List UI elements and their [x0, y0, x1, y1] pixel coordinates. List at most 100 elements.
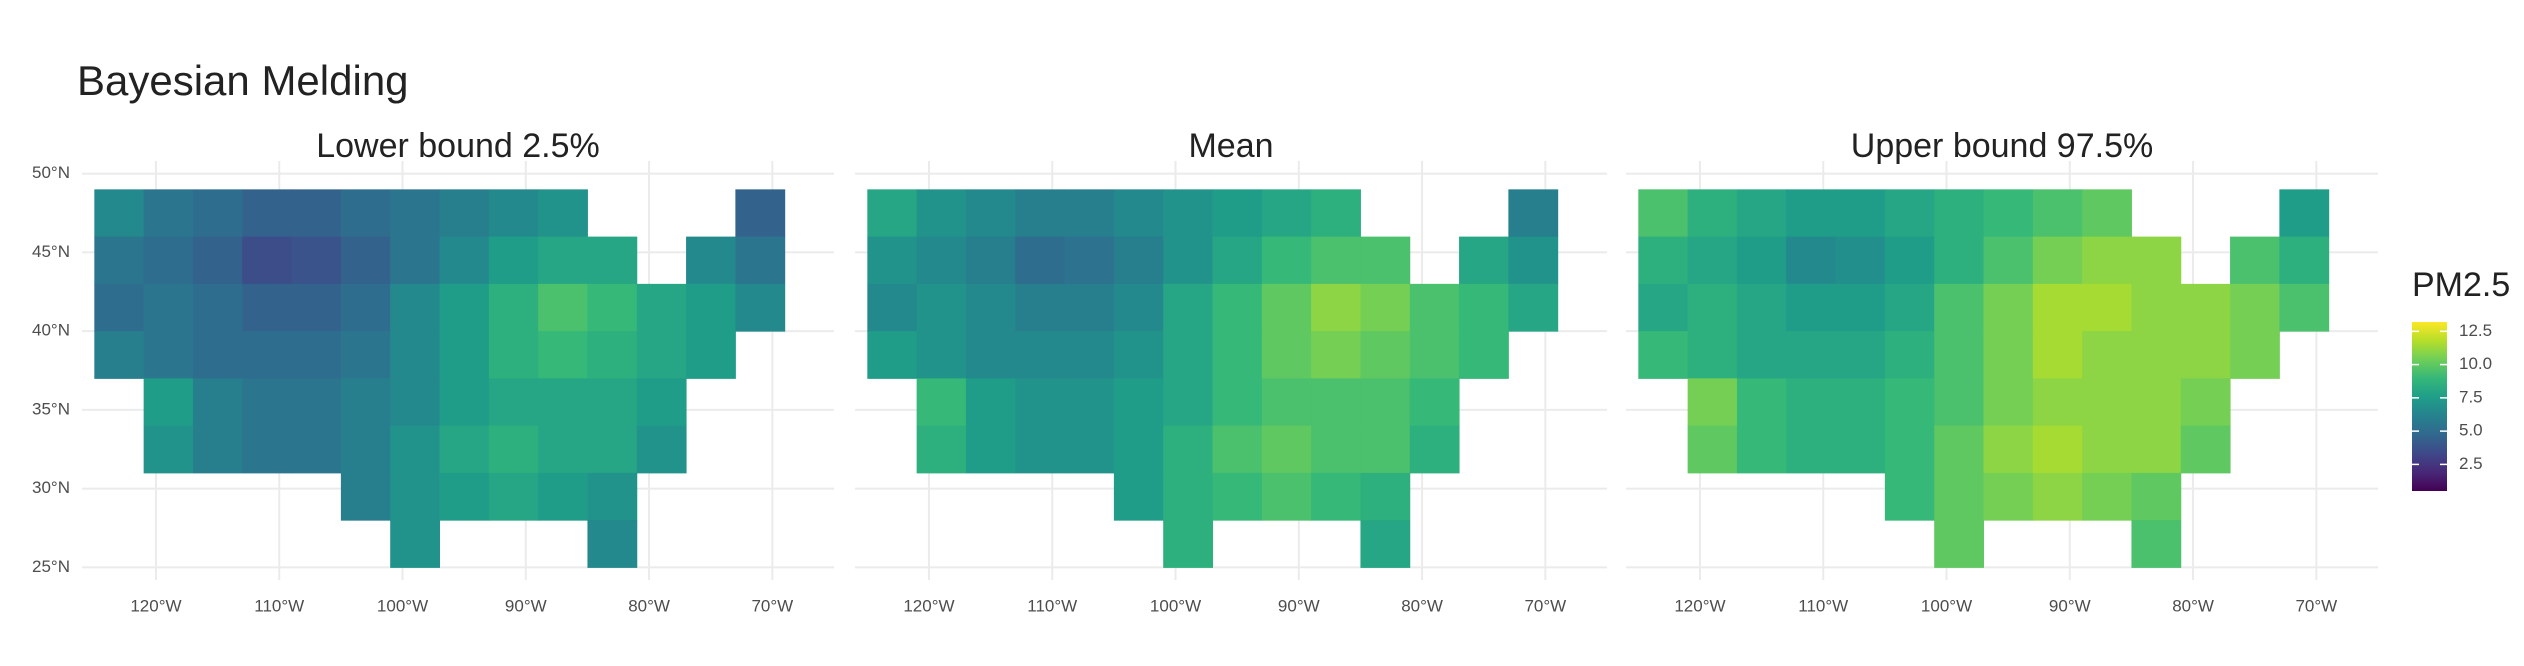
- heat-cell: [965, 283, 1016, 332]
- panel-title: Lower bound 2.5%: [316, 127, 600, 165]
- heat-cell: [1884, 331, 1935, 379]
- heat-cell: [1934, 378, 1985, 427]
- heat-cell: [1983, 378, 2034, 427]
- heat-cell: [1212, 472, 1263, 521]
- heat-cell: [916, 236, 967, 285]
- heat-cell: [1884, 283, 1935, 332]
- heat-cell: [1015, 378, 1066, 427]
- heat-cell: [867, 283, 918, 332]
- heat-cell: [340, 283, 391, 332]
- heat-cell: [1786, 283, 1837, 332]
- heat-cell: [1934, 331, 1985, 379]
- heat-cell: [291, 425, 342, 474]
- heat-cell: [439, 472, 490, 521]
- heat-cell: [686, 236, 736, 285]
- heat-cell: [916, 283, 967, 332]
- colorbar-tick-label: 10.0: [2459, 354, 2492, 373]
- heat-cell: [1015, 189, 1066, 238]
- heat-cell: [2279, 236, 2330, 285]
- heat-cell: [1064, 331, 1115, 379]
- heat-cell: [1163, 331, 1214, 379]
- x-tick-label: 80°W: [628, 596, 670, 615]
- heat-cell: [1360, 283, 1411, 332]
- heat-cell: [867, 236, 918, 285]
- heat-cell: [2082, 189, 2132, 238]
- heat-cell: [242, 331, 293, 379]
- heat-cell: [1736, 331, 1787, 379]
- heat-cell: [1983, 331, 2034, 379]
- heat-cell: [390, 425, 441, 474]
- heat-cell: [916, 425, 967, 474]
- heat-cell: [439, 378, 490, 427]
- heat-cell: [2032, 425, 2083, 474]
- heat-cell: [143, 236, 194, 285]
- heat-cell: [1835, 378, 1886, 427]
- y-tick-label: 40°N: [32, 321, 70, 340]
- heat-cell: [291, 331, 342, 379]
- panel-title: Mean: [1188, 127, 1273, 165]
- heat-cell: [2032, 189, 2083, 238]
- heat-cell: [1015, 425, 1066, 474]
- heat-cell: [916, 189, 967, 238]
- heat-cell: [94, 331, 145, 379]
- heat-cell: [1459, 236, 1509, 285]
- x-tick-label: 120°W: [903, 596, 954, 615]
- heat-cell: [1163, 236, 1214, 285]
- x-tick-label: 70°W: [1524, 596, 1566, 615]
- heat-cell: [538, 236, 588, 285]
- heat-cell: [439, 236, 490, 285]
- heat-cell: [1687, 378, 1738, 427]
- heat-cell: [1983, 425, 2034, 474]
- heat-cell: [2082, 425, 2132, 474]
- x-tick-label: 120°W: [1674, 596, 1725, 615]
- heat-cell: [390, 283, 441, 332]
- heat-cell: [1064, 378, 1115, 427]
- heat-cell: [587, 425, 638, 474]
- heat-cell: [735, 283, 786, 332]
- panel-title: Upper bound 97.5%: [1851, 127, 2153, 165]
- heat-cell: [1884, 189, 1935, 238]
- heat-cell: [1261, 331, 1312, 379]
- heat-cell: [1311, 425, 1361, 474]
- heat-cell: [1459, 331, 1509, 379]
- heat-cell: [1934, 472, 1985, 521]
- heat-cell: [1983, 236, 2034, 285]
- heat-cell: [1835, 331, 1886, 379]
- heat-cell: [340, 472, 391, 521]
- heat-cell: [143, 189, 194, 238]
- heat-cell: [94, 236, 145, 285]
- heat-cell: [1786, 378, 1837, 427]
- heat-cell: [1786, 425, 1837, 474]
- heat-cell: [242, 236, 293, 285]
- heat-cell: [488, 425, 539, 474]
- x-tick-label: 100°W: [377, 596, 428, 615]
- heat-cell: [390, 472, 441, 521]
- x-tick-label: 70°W: [2295, 596, 2337, 615]
- heat-cell: [1163, 283, 1214, 332]
- heat-cell: [143, 283, 194, 332]
- x-tick-label: 110°W: [1027, 596, 1077, 615]
- heat-cell: [2032, 472, 2083, 521]
- heat-cell: [390, 331, 441, 379]
- heat-cell: [1064, 189, 1115, 238]
- heat-cell: [1261, 189, 1312, 238]
- heat-cell: [242, 378, 293, 427]
- heat-cell: [242, 425, 293, 474]
- heat-cell: [538, 425, 588, 474]
- heat-cell: [1409, 425, 1460, 474]
- heat-cell: [390, 236, 441, 285]
- heat-cell: [1934, 283, 1985, 332]
- heat-cell: [192, 425, 243, 474]
- heat-cell: [1360, 472, 1411, 521]
- heat-cell: [291, 378, 342, 427]
- heat-cell: [2131, 378, 2182, 427]
- y-tick-label: 50°N: [32, 163, 70, 182]
- heat-cell: [1508, 283, 1559, 332]
- heat-cell: [1311, 378, 1361, 427]
- heat-cell: [587, 331, 638, 379]
- heat-cell: [2131, 236, 2182, 285]
- heat-cell: [1687, 283, 1738, 332]
- heat-cell: [1934, 520, 1985, 568]
- heat-cell: [192, 189, 243, 238]
- heat-cell: [735, 189, 786, 238]
